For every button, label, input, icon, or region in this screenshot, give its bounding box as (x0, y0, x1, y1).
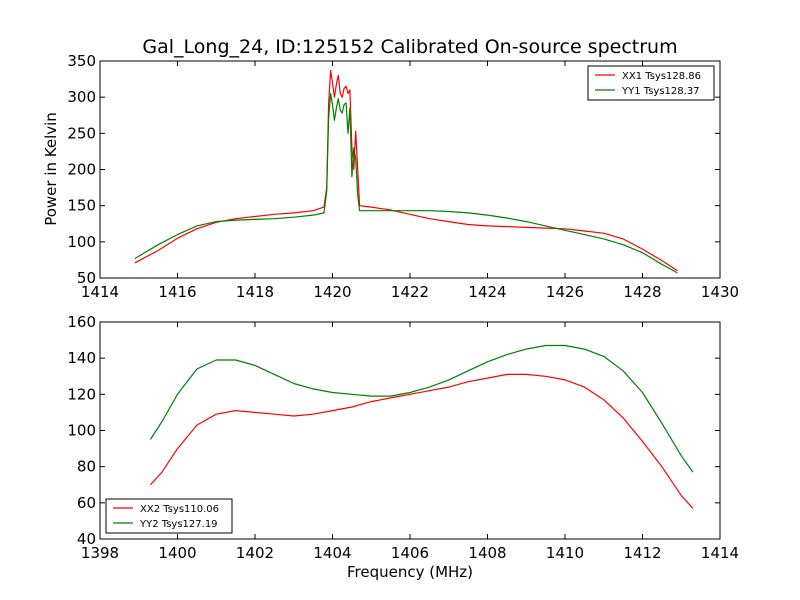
y-tick-label: 100 (67, 233, 96, 251)
x-tick-label: 1406 (391, 544, 429, 562)
x-tick-label: 1414 (701, 544, 739, 562)
y-tick-label: 60 (77, 494, 96, 512)
y-tick-label: 100 (67, 422, 96, 440)
y-tick-label: 300 (67, 88, 96, 106)
x-tick-label: 1428 (623, 283, 661, 301)
x-tick-label: 1420 (313, 283, 351, 301)
x-tick-label: 1410 (546, 544, 584, 562)
x-tick-label: 1424 (468, 283, 506, 301)
y-tick-label: 250 (67, 124, 96, 142)
legend-label: YY1 Tsys128.37 (621, 86, 700, 97)
x-tick-label: 1418 (236, 283, 274, 301)
x-tick-label: 1414 (81, 283, 119, 301)
series-line-2 (149, 344, 694, 473)
x-tick-label: 1412 (623, 544, 661, 562)
x-tick-label: 1426 (546, 283, 584, 301)
figure-title: Gal_Long_24, ID:125152 Calibrated On-sou… (142, 36, 677, 58)
y-axis-label: Power in Kelvin (42, 112, 60, 226)
y-tick-label: 120 (67, 385, 96, 403)
legend-label: XX2 Tsys110.06 (140, 504, 219, 515)
legend-box (587, 65, 715, 101)
bottom-plot: 1398 1400 1402 1404 1406 1408 1410 1412 1414 40 60… (67, 313, 739, 562)
x-tick-label: 1402 (236, 544, 274, 562)
top-plot: 1414 1416 1418 1420 1422 1424 1426 1428 1430 50 10… (67, 52, 739, 301)
x-tick-label: 1408 (468, 544, 506, 562)
legend-box (105, 498, 233, 534)
series-line-1 (134, 69, 678, 272)
x-tick-label: 1422 (391, 283, 429, 301)
y-tick-label: 160 (67, 313, 96, 331)
y-tick-label: 80 (77, 458, 96, 476)
series-line-2 (134, 93, 678, 274)
x-tick-label: 1416 (158, 283, 196, 301)
series-line-1 (149, 373, 694, 509)
legend-label: XX1 Tsys128.86 (622, 71, 701, 82)
x-axis-label: Frequency (MHz) (347, 563, 473, 581)
y-tick-label: 200 (67, 161, 96, 179)
y-tick-label: 40 (77, 530, 96, 548)
legend-label: YY2 Tsys127.19 (139, 519, 218, 530)
x-tick-label: 1400 (158, 544, 196, 562)
x-tick-label: 1404 (313, 544, 351, 562)
y-tick-label: 50 (77, 269, 96, 287)
y-tick-label: 140 (67, 349, 96, 367)
y-tick-label: 350 (67, 52, 96, 70)
y-tick-label: 150 (67, 197, 96, 215)
x-tick-label: 1430 (701, 283, 739, 301)
x-tick-label: 1398 (81, 544, 119, 562)
